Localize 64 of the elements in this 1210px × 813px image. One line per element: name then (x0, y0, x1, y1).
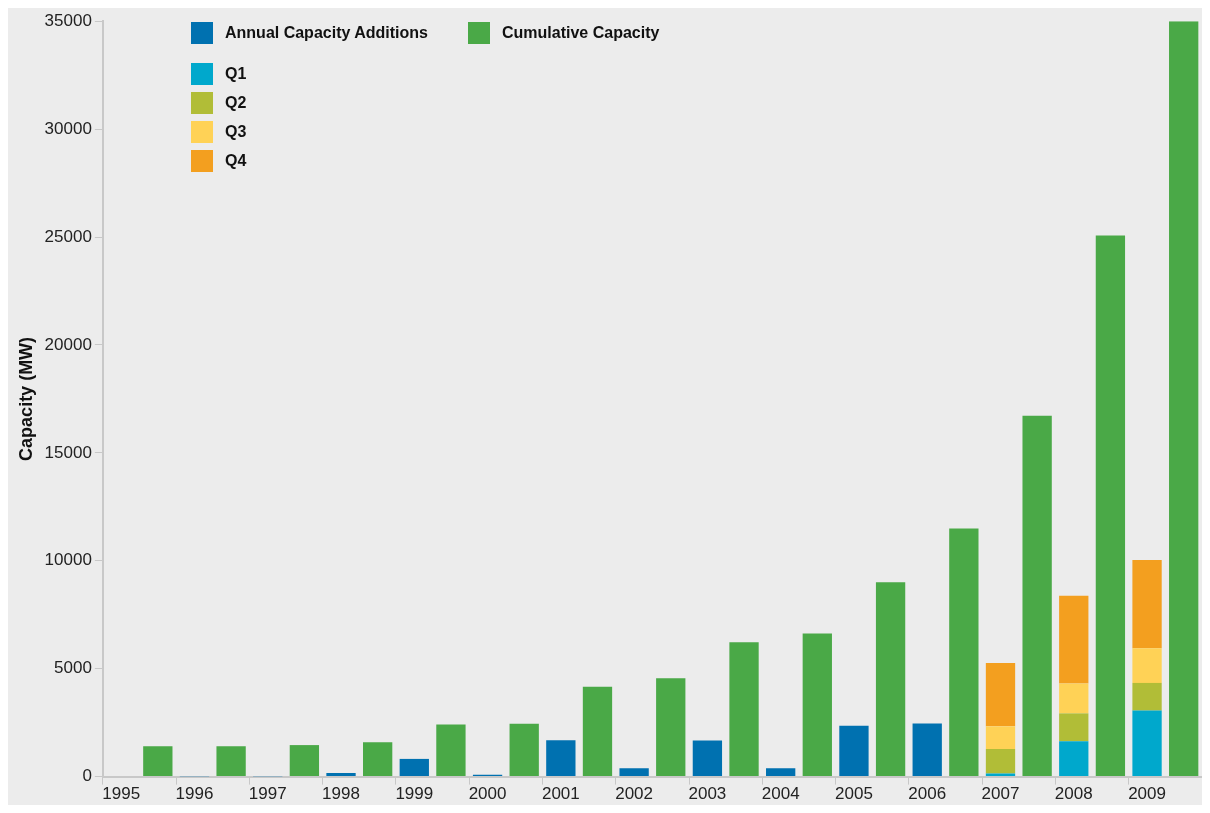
bar (1132, 648, 1162, 683)
bar (1022, 415, 1052, 777)
bar (399, 758, 429, 777)
legend-label: Cumulative Capacity (501, 23, 660, 42)
y-tick-label: 0 (82, 766, 92, 786)
y-tick-label: 15000 (44, 442, 92, 462)
x-tick-label: 1995 (102, 784, 141, 804)
bar (656, 678, 686, 777)
y-tick-label: 5000 (54, 658, 92, 678)
legend-label: Q4 (225, 151, 247, 170)
x-tick-label: 2008 (1054, 784, 1093, 804)
x-tick-label: 1997 (248, 784, 287, 804)
x-tick-label: 2000 (468, 784, 507, 804)
bar (985, 726, 1016, 749)
bar (509, 723, 539, 777)
y-tick-label: 30000 (44, 118, 92, 138)
bar (875, 582, 906, 777)
y-tick-label: 10000 (44, 550, 92, 570)
bar (436, 724, 466, 777)
bar (985, 663, 1016, 727)
x-tick-label: 2004 (761, 784, 800, 804)
bar (363, 742, 393, 777)
x-tick-label: 1996 (175, 784, 214, 804)
bar (1059, 683, 1089, 714)
bar (1095, 235, 1126, 777)
bar (949, 528, 979, 777)
x-tick-label: 2003 (688, 784, 727, 804)
y-axis-title: Capacity (MW) (15, 336, 36, 461)
bar (216, 746, 246, 777)
bar (1059, 595, 1089, 684)
bar (326, 772, 356, 777)
bar (1169, 21, 1199, 777)
bar (1132, 682, 1162, 711)
bar (1059, 741, 1089, 777)
bar (582, 686, 613, 777)
bar (619, 768, 649, 777)
bar (766, 768, 796, 777)
bar (1132, 560, 1162, 649)
legend-label: Q1 (225, 64, 247, 83)
bar (802, 633, 832, 777)
bar (289, 745, 320, 777)
bar (546, 740, 576, 777)
bar (692, 740, 723, 777)
bar (839, 725, 869, 777)
x-tick-label: 2006 (908, 784, 947, 804)
y-tick-label: 35000 (44, 10, 92, 30)
bar (912, 723, 942, 777)
x-tick-label: 2007 (981, 784, 1020, 804)
x-tick-label: 2002 (615, 784, 654, 804)
bar (729, 642, 759, 777)
bar (1059, 713, 1089, 742)
x-tick-label: 2005 (835, 784, 873, 804)
x-tick-label: 2009 (1128, 784, 1166, 804)
bar (143, 746, 173, 777)
legend-label: Annual Capacity Additions (225, 23, 428, 42)
legend-label: Q3 (225, 122, 247, 141)
bar (985, 748, 1016, 774)
y-tick-label: 20000 (44, 334, 92, 354)
bar (1132, 710, 1162, 777)
y-tick-label: 25000 (44, 226, 92, 246)
x-tick-label: 1999 (395, 784, 434, 804)
legend-label: Q2 (225, 93, 247, 112)
x-tick-label: 2001 (541, 784, 580, 804)
x-tick-label: 1998 (322, 784, 360, 804)
